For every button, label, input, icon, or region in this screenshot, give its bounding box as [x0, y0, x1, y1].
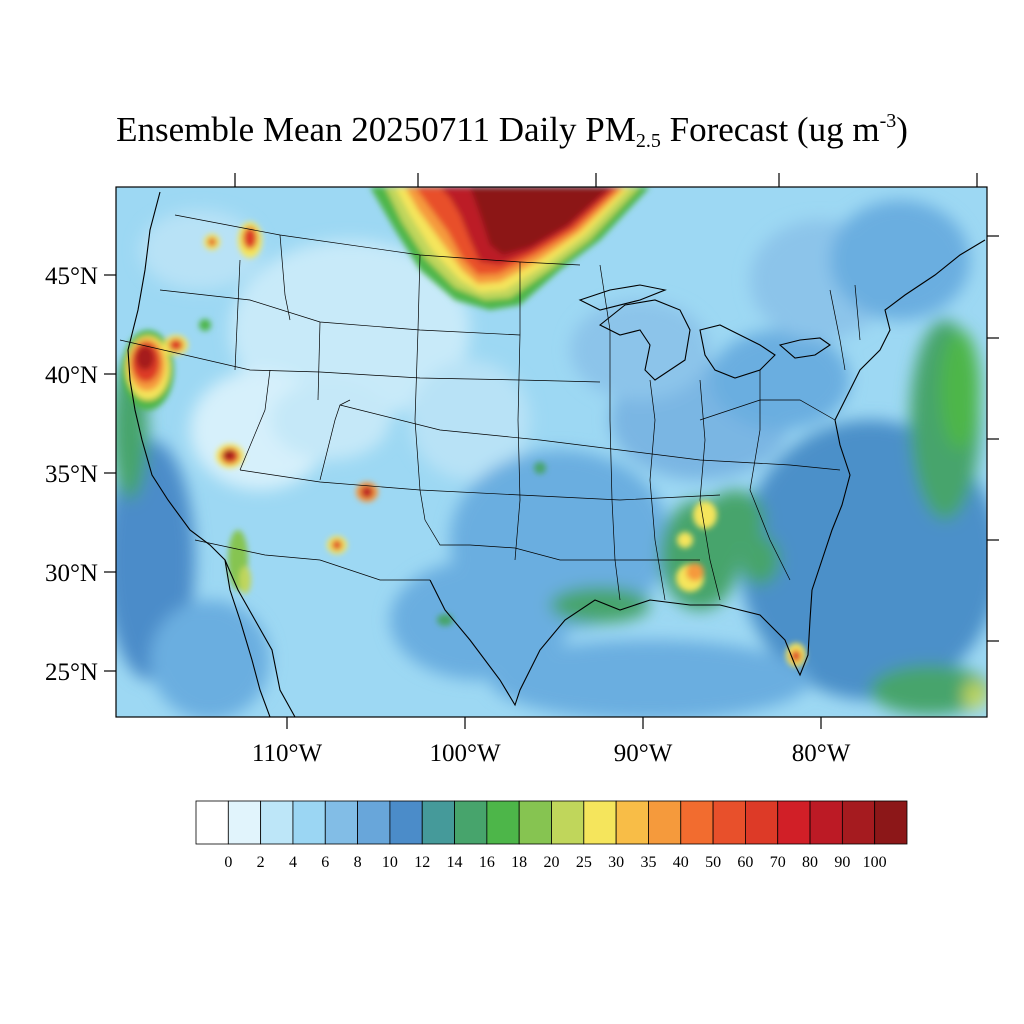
smoke-plume-north — [370, 187, 650, 310]
colorbar-swatch — [454, 800, 488, 845]
colorbar-level-label: 0 — [224, 854, 232, 871]
colorbar-level-label: 25 — [576, 854, 592, 871]
map-field — [116, 187, 987, 717]
colorbar-swatch — [680, 800, 714, 845]
colorbar-swatch — [324, 800, 358, 845]
colorbar-level-label: 16 — [479, 854, 495, 871]
colorbar-swatch — [745, 800, 779, 845]
colorbar-level-label: 30 — [608, 854, 624, 871]
state-borders — [119, 214, 861, 601]
colorbar-level-label: 60 — [737, 854, 753, 871]
lat-label: 25°N — [45, 659, 98, 686]
colorbar-swatch — [841, 800, 876, 845]
lat-label: 40°N — [45, 362, 98, 389]
colorbar-swatch — [809, 800, 843, 845]
colorbar-swatch — [551, 800, 585, 845]
lat-label: 35°N — [45, 461, 98, 488]
colorbar-swatch — [421, 800, 455, 845]
lat-label: 45°N — [45, 263, 98, 290]
colorbar-level-label: 8 — [354, 854, 362, 871]
map-frame — [115, 186, 988, 718]
colorbar-swatch — [292, 800, 326, 845]
colorbar-swatch — [777, 800, 811, 845]
colorbar-swatch — [518, 800, 552, 845]
colorbar-level-label: 100 — [863, 854, 887, 871]
colorbar: 0 2 4 6 8 10 12 14 16 18 20 25 30 35 40 50 60 70 80 90 100 — [195, 800, 908, 871]
colorbar-swatch — [195, 800, 229, 845]
colorbar-swatch — [227, 800, 262, 845]
colorbar-swatch — [874, 800, 908, 845]
title-prefix: Ensemble Mean 20250711 Daily PM — [116, 110, 636, 149]
lat-label: 30°N — [45, 560, 98, 587]
title-suffix: ) — [896, 110, 908, 149]
colorbar-level-label: 12 — [414, 854, 430, 871]
title-middle: Forecast (ug m — [660, 110, 880, 149]
colorbar-level-label: 18 — [511, 854, 527, 871]
fire-hotspots — [122, 222, 806, 667]
colorbar-swatch — [648, 800, 682, 845]
lon-label: 90°W — [614, 740, 673, 767]
colorbar-level-label: 6 — [321, 854, 329, 871]
coastlines — [127, 191, 986, 717]
colorbar-swatch — [712, 800, 746, 845]
title-subscript: 2.5 — [635, 130, 661, 152]
colorbar-level-label: 35 — [640, 854, 656, 871]
colorbar-swatch — [389, 800, 423, 845]
colorbar-level-label: 40 — [673, 854, 689, 871]
colorbar-level-label: 50 — [705, 854, 721, 871]
lon-label: 100°W — [429, 740, 500, 767]
colorbar-swatch — [260, 800, 294, 845]
colorbar-level-label: 2 — [257, 854, 265, 871]
latitude-labels: 45°N 40°N 35°N 30°N 25°N — [45, 263, 98, 686]
colorbar-level-label: 90 — [834, 854, 850, 871]
lon-label: 110°W — [252, 740, 323, 767]
colorbar-level-label: 80 — [802, 854, 818, 871]
title-superscript: -3 — [879, 110, 897, 132]
longitude-labels: 110°W 100°W 90°W 80°W — [252, 740, 851, 767]
colorbar-swatch — [615, 800, 649, 845]
colorbar-swatch — [583, 800, 617, 845]
lon-label: 80°W — [792, 740, 851, 767]
chart-title: Ensemble Mean 20250711 Daily PM2.5 Forec… — [0, 110, 1024, 153]
colorbar-level-label: 4 — [289, 854, 297, 871]
colorbar-swatch — [486, 800, 520, 845]
colorbar-level-label: 20 — [544, 854, 560, 871]
colorbar-swatch — [357, 800, 391, 845]
colorbar-level-label: 14 — [447, 854, 463, 871]
colorbar-level-label: 10 — [382, 854, 398, 871]
axis-ticks — [104, 173, 999, 729]
colorbar-level-label: 70 — [770, 854, 786, 871]
